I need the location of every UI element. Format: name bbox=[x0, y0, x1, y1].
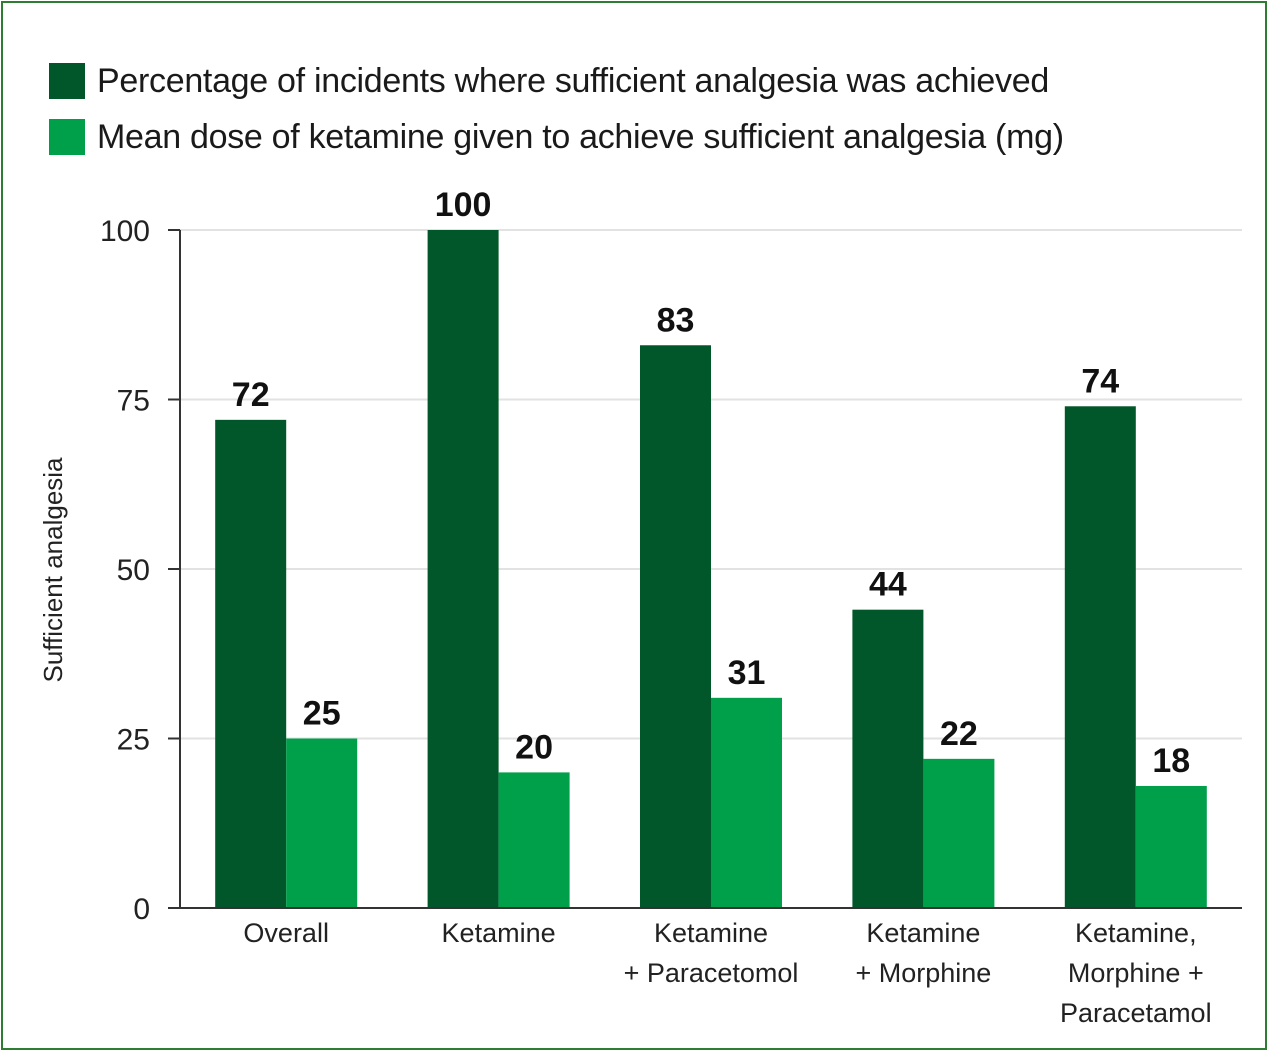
value-label: 18 bbox=[1152, 742, 1190, 780]
x-category-label: Ketamine bbox=[654, 918, 768, 948]
legend-item-success-rate: Percentage of incidents where sufficient… bbox=[49, 53, 1064, 109]
value-label: 25 bbox=[303, 695, 341, 733]
bar-mean-dose bbox=[923, 758, 995, 908]
legend-label-mean-dose: Mean dose of ketamine given to achieve s… bbox=[97, 117, 1064, 156]
x-category-label: Ketamine bbox=[442, 918, 556, 948]
bar-mean-dose bbox=[286, 738, 358, 908]
bar-mean-dose bbox=[1135, 785, 1207, 908]
x-category-label: Paracetamol bbox=[1060, 998, 1212, 1028]
axes: 0 25 50 75 100 Overall Ketamine Ketamine + Parac… bbox=[100, 215, 1242, 1028]
bar-mean-dose bbox=[711, 697, 782, 908]
y-tick-label: 25 bbox=[117, 724, 150, 757]
y-axis-label: Sufficient analgesia bbox=[38, 457, 68, 683]
value-label: 83 bbox=[657, 301, 695, 339]
value-label: 100 bbox=[435, 186, 492, 224]
legend-item-mean-dose: Mean dose of ketamine given to achieve s… bbox=[49, 109, 1064, 165]
x-category-label: + Morphine bbox=[855, 958, 991, 988]
bars bbox=[215, 230, 1207, 908]
legend-label-success-rate: Percentage of incidents where sufficient… bbox=[97, 61, 1049, 100]
value-label: 72 bbox=[232, 376, 270, 414]
y-tick-label: 50 bbox=[117, 554, 150, 587]
bar-success-rate bbox=[852, 609, 924, 908]
legend-swatch-success-rate bbox=[49, 63, 85, 99]
bar-success-rate bbox=[215, 419, 287, 908]
y-tick-label: 0 bbox=[133, 893, 150, 926]
bar-success-rate bbox=[427, 230, 499, 908]
y-tick-label: 100 bbox=[100, 215, 150, 248]
legend: Percentage of incidents where sufficient… bbox=[49, 53, 1064, 165]
x-category-label: Ketamine bbox=[866, 918, 980, 948]
bar-success-rate bbox=[640, 345, 711, 908]
x-category-label: Ketamine, bbox=[1075, 918, 1197, 948]
y-tick-label: 75 bbox=[117, 385, 150, 418]
x-category-label: Morphine + bbox=[1068, 958, 1204, 988]
bar-mean-dose bbox=[498, 772, 570, 908]
value-label: 20 bbox=[515, 728, 553, 766]
value-label: 74 bbox=[1081, 362, 1119, 400]
legend-swatch-mean-dose bbox=[49, 119, 85, 155]
value-label: 22 bbox=[940, 715, 978, 753]
bar-success-rate bbox=[1064, 406, 1136, 908]
value-label: 44 bbox=[869, 566, 907, 604]
x-category-label: Overall bbox=[243, 918, 329, 948]
value-labels: 72 25 100 20 83 31 44 22 74 18 bbox=[232, 186, 1190, 780]
x-category-label: + Paracetomol bbox=[624, 958, 799, 988]
value-label: 31 bbox=[728, 654, 766, 692]
